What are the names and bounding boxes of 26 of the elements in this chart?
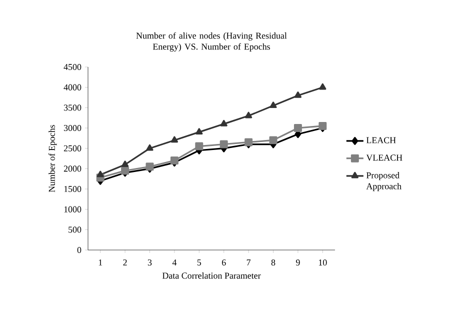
y-tick-label: 3500 xyxy=(64,104,82,111)
y-tick-label: 0 xyxy=(77,246,82,254)
x-tick-label: 8 xyxy=(271,259,276,266)
y-tick-label: 4000 xyxy=(64,84,82,90)
y-tick-label: 1500 xyxy=(64,186,82,192)
x-tick-label: 5 xyxy=(197,259,202,266)
x-tick-label: 3 xyxy=(148,259,152,266)
legend-label: VLEACH xyxy=(366,154,402,161)
x-tick-label: 7 xyxy=(246,259,251,266)
y-tick-label: 500 xyxy=(68,226,82,233)
legend-label: Proposed Approach xyxy=(366,172,402,192)
x-tick-label: 2 xyxy=(123,259,127,266)
y-axis-title: Number of Epochs xyxy=(48,124,57,192)
x-tick-label: 1 xyxy=(98,259,102,266)
chart-title: Number of alive nodes (Having Residual Energy) VS. Number of Epochs xyxy=(136,32,287,52)
x-axis-title: Data Correlation Parameter xyxy=(162,272,261,279)
legend-label: LEACH xyxy=(366,137,396,144)
x-tick-label: 4 xyxy=(172,259,177,266)
y-tick-label: 1000 xyxy=(64,206,82,212)
x-tick-label: 10 xyxy=(318,259,327,266)
y-tick-label: 2500 xyxy=(64,145,82,152)
x-tick-label: 9 xyxy=(296,259,300,266)
x-tick-label: 6 xyxy=(222,259,226,266)
y-tick-label: 3000 xyxy=(64,124,82,132)
y-tick-label: 2000 xyxy=(64,166,82,172)
y-tick-label: 4500 xyxy=(64,64,82,70)
